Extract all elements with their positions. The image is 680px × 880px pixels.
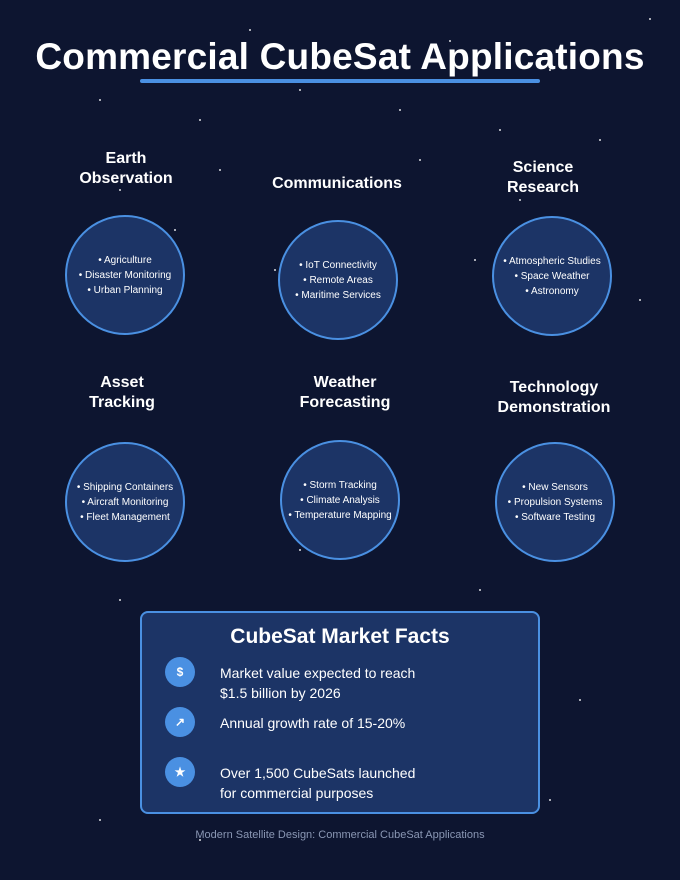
page-title: Commercial CubeSat Applications (35, 36, 645, 77)
application-item: • Urban Planning (87, 284, 163, 296)
application-item: • IoT Connectivity (299, 259, 377, 271)
application-title: Weather Forecasting (299, 374, 391, 411)
dollar-icon: $ (165, 657, 195, 687)
title-underline (140, 79, 540, 83)
star-icon: ★ (165, 757, 195, 787)
application-circle: • Shipping Containers • Aircraft Monitor… (65, 442, 185, 562)
application-item: • Climate Analysis (300, 494, 380, 506)
application-item: • Storm Tracking (303, 479, 377, 491)
application-item: • Software Testing (514, 511, 596, 523)
fact-launches: Over 1,500 CubeSats launched for commerc… (220, 765, 416, 801)
market-facts-title: CubeSat Market Facts (230, 625, 450, 648)
application-item: • Atmospheric Studies (503, 255, 601, 267)
application-title: Communications (272, 175, 402, 192)
market-facts-panel: CubeSat Market Facts $ Market value expe… (140, 611, 540, 814)
application-title: Earth Observation (79, 150, 173, 187)
growth-arrow-icon: ↗ (165, 707, 195, 737)
application-item: • Space Weather (514, 270, 590, 282)
application-item: • Agriculture (98, 254, 152, 266)
application-circle: • Storm Tracking • Climate Analysis • Te… (280, 440, 400, 560)
application-item: • New Sensors (522, 481, 588, 493)
application-title: Asset Tracking (89, 374, 155, 411)
application-title: Science Research (506, 159, 580, 196)
fact-market-value: Market value expected to reach $1.5 bill… (220, 665, 416, 701)
application-item: • Astronomy (525, 285, 579, 297)
application-circle: • IoT Connectivity • Remote Areas • Mari… (278, 220, 398, 340)
application-item: • Propulsion Systems (507, 496, 603, 508)
application-circle: • Atmospheric Studies • Space Weather • … (492, 216, 612, 336)
footer-caption: Modern Satellite Design: Commercial Cube… (195, 829, 485, 841)
application-item: • Remote Areas (303, 274, 373, 286)
application-title: Technology Demonstration (497, 379, 611, 416)
application-item: • Fleet Management (80, 511, 170, 523)
application-item: • Temperature Mapping (288, 509, 392, 521)
application-item: • Aircraft Monitoring (81, 496, 169, 508)
application-item: • Maritime Services (295, 289, 381, 301)
application-item: • Shipping Containers (76, 481, 174, 493)
fact-growth-rate: Annual growth rate of 15-20% (220, 715, 406, 731)
application-circle: • New Sensors • Propulsion Systems • Sof… (495, 442, 615, 562)
application-circle: • Agriculture • Disaster Monitoring • Ur… (65, 215, 185, 335)
application-item: • Disaster Monitoring (78, 269, 172, 281)
